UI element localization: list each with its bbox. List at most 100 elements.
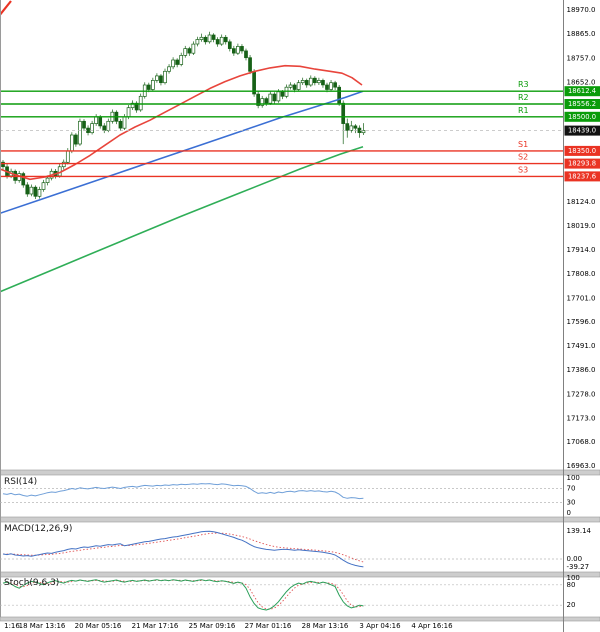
macd-tick: -39.27 <box>567 563 590 571</box>
price-tag-current-text: 18439.0 <box>568 127 596 135</box>
candle-body <box>288 84 293 88</box>
pivot-label-s2: S2 <box>518 153 528 162</box>
panel-separator[interactable] <box>0 616 600 622</box>
candle-body <box>317 80 321 84</box>
candle-body <box>78 120 82 145</box>
candle-body <box>130 102 135 109</box>
price-tick: 18865.0 <box>567 30 596 38</box>
macd-tick: 0.00 <box>567 555 583 563</box>
candle-body <box>248 57 252 72</box>
macd-tick: 139.14 <box>567 527 592 535</box>
candle-body <box>329 82 333 90</box>
candle-body <box>264 98 269 104</box>
candle-body <box>98 116 103 127</box>
candle-body <box>325 84 329 90</box>
candle-body <box>146 84 151 90</box>
candle-body <box>240 46 244 52</box>
pivot-levels: R3 R2 R1 S1 S2 S3 <box>0 80 564 178</box>
candle-body <box>179 55 184 65</box>
candle-body <box>61 161 66 168</box>
price-tick: 17701.0 <box>567 294 596 302</box>
candle-body <box>138 95 143 111</box>
panel-separator[interactable] <box>0 571 600 578</box>
candle-body <box>219 36 224 45</box>
macd-line <box>2 530 364 568</box>
candle-body <box>268 93 273 104</box>
price-tag-s3-text: 18237.6 <box>568 172 596 180</box>
macd-panel-title: MACD(12,26,9) <box>4 524 73 534</box>
candle-body <box>203 36 208 43</box>
candle-body <box>102 125 107 131</box>
rsi-panel-title: RSI(14) <box>4 477 38 487</box>
ma-mid-blue <box>0 90 364 215</box>
stoch-panel-title: Stoch(9,6,3) <box>4 578 60 588</box>
candle-body <box>25 184 30 195</box>
time-label: 27 Mar 01:16 <box>245 622 292 630</box>
candle-body <box>195 39 200 45</box>
ma-slow-green <box>0 146 364 293</box>
time-label: 21 Mar 17:16 <box>132 622 179 630</box>
candle-body <box>236 46 240 54</box>
candle-body <box>163 70 167 84</box>
pivot-label-s3: S3 <box>518 165 528 174</box>
candle-body <box>244 50 248 59</box>
price-tag-r1-text: 18500.0 <box>568 113 596 121</box>
candle-body <box>353 125 358 129</box>
price-tag-s2: 18293.8 <box>564 158 600 169</box>
price-tick: 17173.0 <box>567 414 596 422</box>
candle-body <box>134 102 139 111</box>
price-tag-s2-text: 18293.8 <box>568 160 596 168</box>
stoch-line <box>2 579 364 611</box>
pivot-label-r3: R3 <box>518 80 529 89</box>
pivot-label-r1: R1 <box>518 106 529 115</box>
time-label: 3 Apr 04:16 <box>359 622 401 630</box>
candle-body <box>211 34 216 40</box>
rsi-line <box>2 483 364 500</box>
candle-body <box>345 123 350 131</box>
time-label: 1:16 <box>4 622 20 630</box>
candle-body <box>37 189 42 197</box>
candle-body <box>296 82 301 90</box>
trendline-fragment <box>0 0 12 17</box>
price-tag-current: 18439.0 <box>564 125 600 136</box>
candle-body <box>191 43 196 54</box>
panel-separator[interactable] <box>0 469 600 476</box>
time-label: 4 Apr 16:16 <box>411 622 453 630</box>
candle-body <box>118 120 123 129</box>
candle-body <box>361 130 366 134</box>
price-tick: 17278.0 <box>567 390 596 398</box>
candle-body <box>155 75 159 81</box>
rsi-tick: 30 <box>567 499 576 507</box>
ma-fast-red <box>0 64 363 181</box>
candle-body <box>292 84 297 90</box>
price-tag-r3-text: 18612.4 <box>568 87 596 95</box>
candle-body <box>171 59 175 68</box>
candle-body <box>349 125 354 131</box>
rsi-tick: 100 <box>567 474 580 482</box>
price-tick: 17914.0 <box>567 246 596 254</box>
price-tick: 18652.0 <box>567 78 596 86</box>
macd-signal-line <box>2 532 364 563</box>
candle-body <box>215 39 220 45</box>
panel-rsi: 100 70 30 0 <box>0 474 580 517</box>
candle-body <box>45 177 50 183</box>
candle-body <box>151 80 155 90</box>
price-tick: 17386.0 <box>567 366 596 374</box>
stoch-tick: 100 <box>567 574 580 582</box>
panel-separator[interactable] <box>0 516 600 523</box>
candle-body <box>272 93 277 102</box>
candle-body <box>260 98 265 106</box>
candle-body <box>187 48 192 54</box>
candle-body <box>232 48 236 54</box>
price-tag-s3: 18237.6 <box>564 171 600 182</box>
price-tag-r3: 18612.4 <box>564 86 600 97</box>
price-tick: 17808.0 <box>567 270 596 278</box>
rsi-tick: 0 <box>567 509 571 517</box>
pivot-label-s1: S1 <box>518 140 528 149</box>
price-tick: 18757.0 <box>567 54 596 62</box>
candle-body <box>106 120 111 131</box>
price-tick: 16963.0 <box>567 462 596 470</box>
